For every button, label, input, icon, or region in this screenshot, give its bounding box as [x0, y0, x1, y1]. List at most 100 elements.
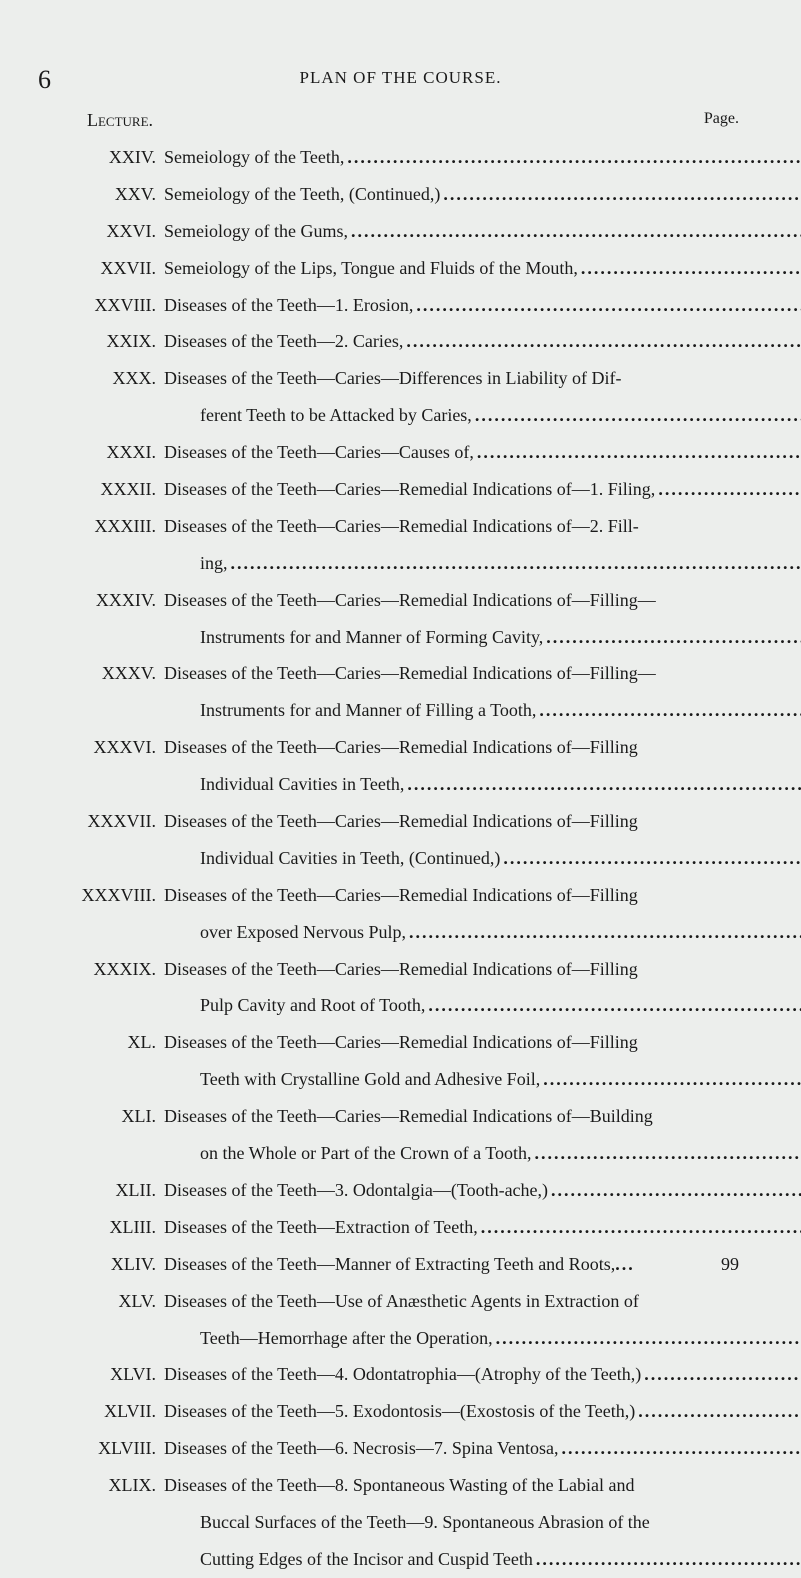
description-line: ferent Teeth to be Attacked by Caries,73	[164, 397, 801, 434]
description-text: Semeiology of the Teeth, (Continued,)	[164, 176, 440, 213]
roman-numeral: XL.	[52, 1024, 164, 1061]
description-line: Semeiology of the Gums,65	[164, 213, 801, 250]
description-text: Semeiology of the Lips, Tongue and Fluid…	[164, 250, 578, 287]
description-wrap: Diseases of the Teeth—Use of Anæsthetic …	[164, 1283, 801, 1357]
leader-dots	[406, 914, 801, 951]
description-line: Individual Cavities in Teeth,85	[164, 766, 801, 803]
description-wrap: Diseases of the Teeth—Caries—Remedial In…	[164, 1024, 801, 1098]
description-wrap: Diseases of the Teeth—Caries—Remedial In…	[164, 951, 801, 1025]
description-text: ing,	[164, 545, 228, 582]
table-of-contents: XXIV.Semeiology of the Teeth,61XXV.Semei…	[52, 139, 749, 1578]
toc-entry: XLV.Diseases of the Teeth—Use of Anæsthe…	[52, 1283, 739, 1357]
leader-dots	[493, 1320, 801, 1357]
leader-dots	[348, 213, 801, 250]
description-wrap: Diseases of the Teeth—1. Erosion,69	[164, 287, 801, 324]
description-text: Diseases of the Teeth—Caries—Remedial In…	[164, 803, 638, 840]
description-line: Diseases of the Teeth—Caries—Remedial In…	[164, 729, 801, 766]
description-line: Individual Cavities in Teeth, (Continued…	[164, 840, 801, 877]
toc-entry: XXXV.Diseases of the Teeth—Caries—Remedi…	[52, 655, 739, 729]
description-text: Diseases of the Teeth—Caries—Remedial In…	[164, 951, 638, 988]
toc-entry: XLVII.Diseases of the Teeth—5. Exodontos…	[52, 1393, 739, 1430]
description-line: Cutting Edges of the Incisor and Cuspid …	[164, 1541, 801, 1578]
description-line: Diseases of the Teeth—Caries—Remedial In…	[164, 877, 801, 914]
leader-dots	[641, 1356, 801, 1393]
leader-dots	[500, 840, 801, 877]
description-line: Diseases of the Teeth—Manner of Extracti…	[164, 1246, 739, 1283]
description-wrap: Diseases of the Teeth—Caries—Remedial In…	[164, 582, 801, 656]
description-wrap: Diseases of the Teeth—Caries—Remedial In…	[164, 655, 801, 729]
description-text: Semeiology of the Teeth,	[164, 139, 344, 176]
roman-numeral: XXVII.	[52, 250, 164, 287]
description-wrap: Diseases of the Teeth—Caries—Remedial In…	[164, 508, 801, 582]
description-line: Semeiology of the Lips, Tongue and Fluid…	[164, 250, 801, 287]
description-wrap: Semeiology of the Lips, Tongue and Fluid…	[164, 250, 801, 287]
description-text: Diseases of the Teeth—Use of Anæsthetic …	[164, 1283, 639, 1320]
description-text: Instruments for and Manner of Forming Ca…	[164, 619, 543, 656]
leader-dots	[635, 1393, 801, 1430]
description-text: on the Whole or Part of the Crown of a T…	[164, 1135, 532, 1172]
description-text: Semeiology of the Gums,	[164, 213, 348, 250]
toc-entry: XL.Diseases of the Teeth—Caries—Remedial…	[52, 1024, 739, 1098]
description-wrap: Diseases of the Teeth—6. Necrosis—7. Spi…	[164, 1430, 801, 1467]
leader-dots	[578, 250, 801, 287]
description-text: Diseases of the Teeth—6. Necrosis—7. Spi…	[164, 1430, 559, 1467]
description-line: Diseases of the Teeth—Caries—Remedial In…	[164, 582, 801, 619]
description-line: Diseases of the Teeth—Use of Anæsthetic …	[164, 1283, 801, 1320]
description-wrap: Diseases of the Teeth—Caries—Causes of,7…	[164, 434, 801, 471]
description-text: Pulp Cavity and Root of Tooth,	[164, 987, 425, 1024]
description-text: Diseases of the Teeth—Caries—Remedial In…	[164, 877, 638, 914]
description-wrap: Diseases of the Teeth—2. Caries,71	[164, 323, 801, 360]
description-line: Diseases of the Teeth—Caries—Remedial In…	[164, 1024, 801, 1061]
description-line: Diseases of the Teeth—5. Exodontosis—(Ex…	[164, 1393, 801, 1430]
leader-dots	[425, 987, 801, 1024]
description-text: Diseases of the Teeth—Caries—Differences…	[164, 360, 621, 397]
description-text: Instruments for and Manner of Filling a …	[164, 692, 536, 729]
leader-dots	[532, 1135, 801, 1172]
leader-dots	[404, 766, 801, 803]
description-wrap: Diseases of the Teeth—Caries—Remedial In…	[164, 471, 801, 508]
toc-entry: XLIX.Diseases of the Teeth—8. Spontaneou…	[52, 1467, 739, 1578]
description-line: Semeiology of the Teeth, (Continued,)63	[164, 176, 801, 213]
roman-numeral: XXXVIII.	[52, 877, 164, 914]
leader-dots	[559, 1430, 801, 1467]
roman-numeral: XXXI.	[52, 434, 164, 471]
description-text: Diseases of the Teeth—5. Exodontosis—(Ex…	[164, 1393, 635, 1430]
description-text: Diseases of the Teeth—Manner of Extracti…	[164, 1246, 615, 1283]
toc-entry: XLVI.Diseases of the Teeth—4. Odontatrop…	[52, 1356, 739, 1393]
toc-entry: XXXI.Diseases of the Teeth—Caries—Causes…	[52, 434, 739, 471]
description-wrap: Semeiology of the Teeth, (Continued,)63	[164, 176, 801, 213]
leader-dots	[228, 545, 801, 582]
roman-numeral: XXVI.	[52, 213, 164, 250]
leader-dots	[533, 1541, 801, 1578]
description-line: Diseases of the Teeth—Caries—Remedial In…	[164, 1098, 801, 1135]
description-text: Diseases of the Teeth—Caries—Remedial In…	[164, 1098, 653, 1135]
leader-dots	[543, 619, 801, 656]
description-wrap: Diseases of the Teeth—4. Odontatrophia—(…	[164, 1356, 801, 1393]
roman-numeral: XXV.	[52, 176, 164, 213]
roman-numeral: XLVI.	[52, 1356, 164, 1393]
leader-dots	[478, 1209, 801, 1246]
description-line: Buccal Surfaces of the Teeth—9. Spontane…	[164, 1504, 801, 1541]
description-line: Teeth—Hemorrhage after the Operation,101	[164, 1320, 801, 1357]
description-line: Diseases of the Teeth—6. Necrosis—7. Spi…	[164, 1430, 801, 1467]
roman-numeral: XXVIII.	[52, 287, 164, 324]
roman-numeral: XLIX.	[52, 1467, 164, 1504]
leader-dots	[403, 323, 801, 360]
description-line: Diseases of the Teeth—Extraction of Teet…	[164, 1209, 801, 1246]
description-line: Instruments for and Manner of Filling a …	[164, 692, 801, 729]
description-wrap: Diseases of the Teeth—8. Spontaneous Was…	[164, 1467, 801, 1578]
toc-entry: XLIII.Diseases of the Teeth—Extraction o…	[52, 1209, 739, 1246]
roman-numeral: XXXIX.	[52, 951, 164, 988]
roman-numeral: XLVIII.	[52, 1430, 164, 1467]
toc-entry: XLII.Diseases of the Teeth—3. Odontalgia…	[52, 1172, 739, 1209]
description-line: Diseases of the Teeth—Caries—Causes of,7…	[164, 434, 801, 471]
description-text: Buccal Surfaces of the Teeth—9. Spontane…	[164, 1504, 650, 1541]
toc-entry: XLVIII.Diseases of the Teeth—6. Necrosis…	[52, 1430, 739, 1467]
leader-dots	[548, 1172, 801, 1209]
roman-numeral: XXXVI.	[52, 729, 164, 766]
description-text: Diseases of the Teeth—Caries—Remedial In…	[164, 582, 656, 619]
toc-entry: XXX.Diseases of the Teeth—Caries—Differe…	[52, 360, 739, 434]
description-text: Teeth—Hemorrhage after the Operation,	[164, 1320, 493, 1357]
description-wrap: Diseases of the Teeth—3. Odontalgia—(Too…	[164, 1172, 801, 1209]
lecture-header-line: Lecture. Page.	[52, 110, 749, 131]
